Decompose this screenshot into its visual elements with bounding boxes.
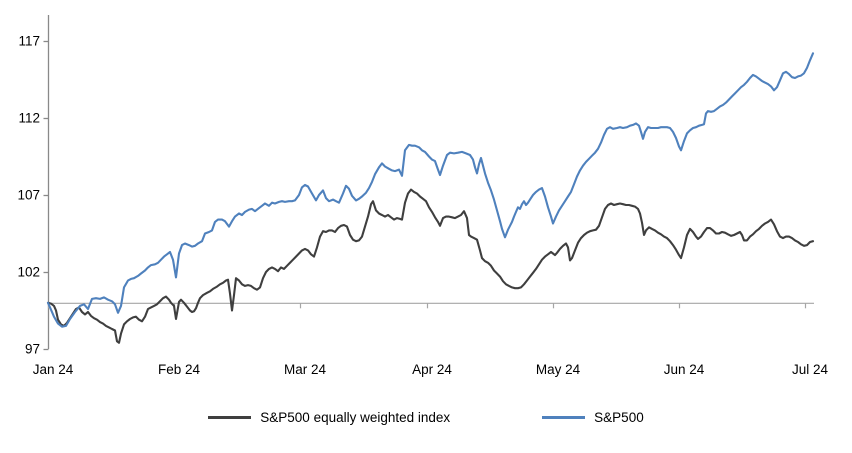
legend-line-swatch: [208, 416, 252, 419]
x-axis-month-label: Apr 24: [412, 362, 452, 377]
legend-item-sp500: S&P500: [542, 410, 644, 425]
legend-label: S&P500 equally weighted index: [260, 410, 451, 425]
legend: S&P500 equally weighted index S&P500: [0, 410, 852, 425]
legend-line-swatch: [542, 416, 586, 419]
y-axis-tick-label: 117: [18, 34, 40, 49]
line-chart: 117 112 107 102 97 Jan 24 Feb 24 Mar 24 Apr 24 Ma…: [17, 15, 829, 377]
x-axis-month-label: Jul 24: [792, 362, 829, 377]
legend-label: S&P500: [594, 410, 644, 425]
x-axis-month-label: Jan 24: [33, 362, 74, 377]
x-axis-month-label: Mar 24: [284, 362, 327, 377]
y-axis-tick-label: 97: [25, 342, 40, 357]
x-axis-month-label: Jun 24: [664, 362, 705, 377]
legend-item-equal-weight: S&P500 equally weighted index: [208, 410, 450, 425]
x-axis-month-label: May 24: [536, 362, 581, 377]
y-axis-tick-label: 102: [17, 265, 40, 280]
y-axis-tick-label: 107: [17, 188, 40, 203]
series-line-equal-weight: [46, 188, 815, 344]
x-axis-month-label: Feb 24: [158, 362, 201, 377]
plot-area: 117 112 107 102 97 Jan 24 Feb 24 Mar 24 Apr 24 Ma…: [17, 15, 829, 377]
series-line-sp500: [46, 52, 815, 328]
y-axis-tick-label: 112: [18, 111, 40, 126]
